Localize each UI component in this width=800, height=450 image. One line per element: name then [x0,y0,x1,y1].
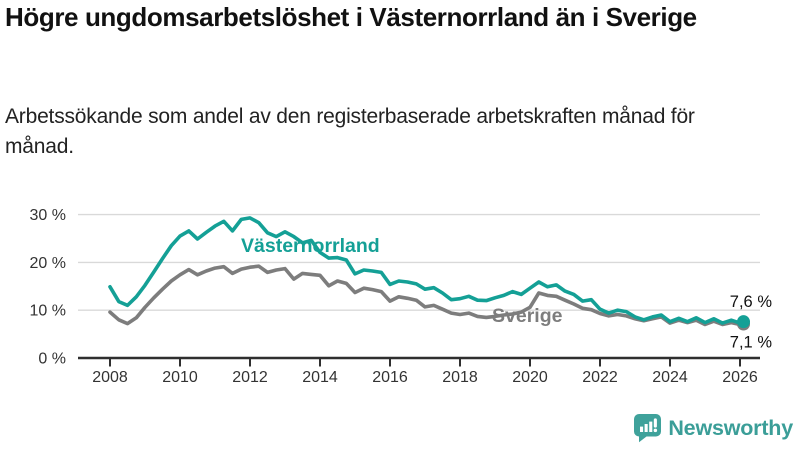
x-axis-tick-label: 2010 [162,369,198,386]
y-axis-tick-label: 30 % [30,207,66,224]
x-axis-tick-label: 2026 [722,369,758,386]
x-axis-tick-label: 2008 [92,369,128,386]
y-axis-tick-label: 0 % [38,351,66,368]
series-label-vasternorrland: Västernorrland [241,235,380,257]
y-axis-tick-label: 10 % [30,303,66,320]
x-axis-tick-label: 2016 [372,369,408,386]
end-value-label-sverige: 7,1 % [730,334,773,352]
y-axis-tick-label: 20 % [30,255,66,272]
x-axis-tick-label: 2014 [302,369,338,386]
newsworthy-logo[interactable]: Newsworthy [633,413,793,443]
end-value-label-vasternorrland: 7,6 % [730,293,773,311]
x-axis-tick-label: 2020 [512,369,548,386]
newsworthy-wordmark: Newsworthy [668,415,793,440]
chart-subtitle: Arbetssökande som andel av den registerb… [5,105,695,158]
x-axis-tick-label: 2022 [582,369,618,386]
x-axis-tick-label: 2024 [652,369,688,386]
series-end-dot-vasternorrland [737,315,750,329]
series-line-vasternorrland [108,216,746,325]
x-axis-tick-label: 2012 [232,369,268,386]
newsworthy-speech-bubble-chart-icon [633,413,662,443]
series-line-sverige [108,264,746,327]
series-label-sverige: Sverige [492,305,563,327]
x-axis-tick-label: 2018 [442,369,478,386]
page-title: Högre ungdomsarbetslöshet i Västernorrla… [5,2,697,32]
